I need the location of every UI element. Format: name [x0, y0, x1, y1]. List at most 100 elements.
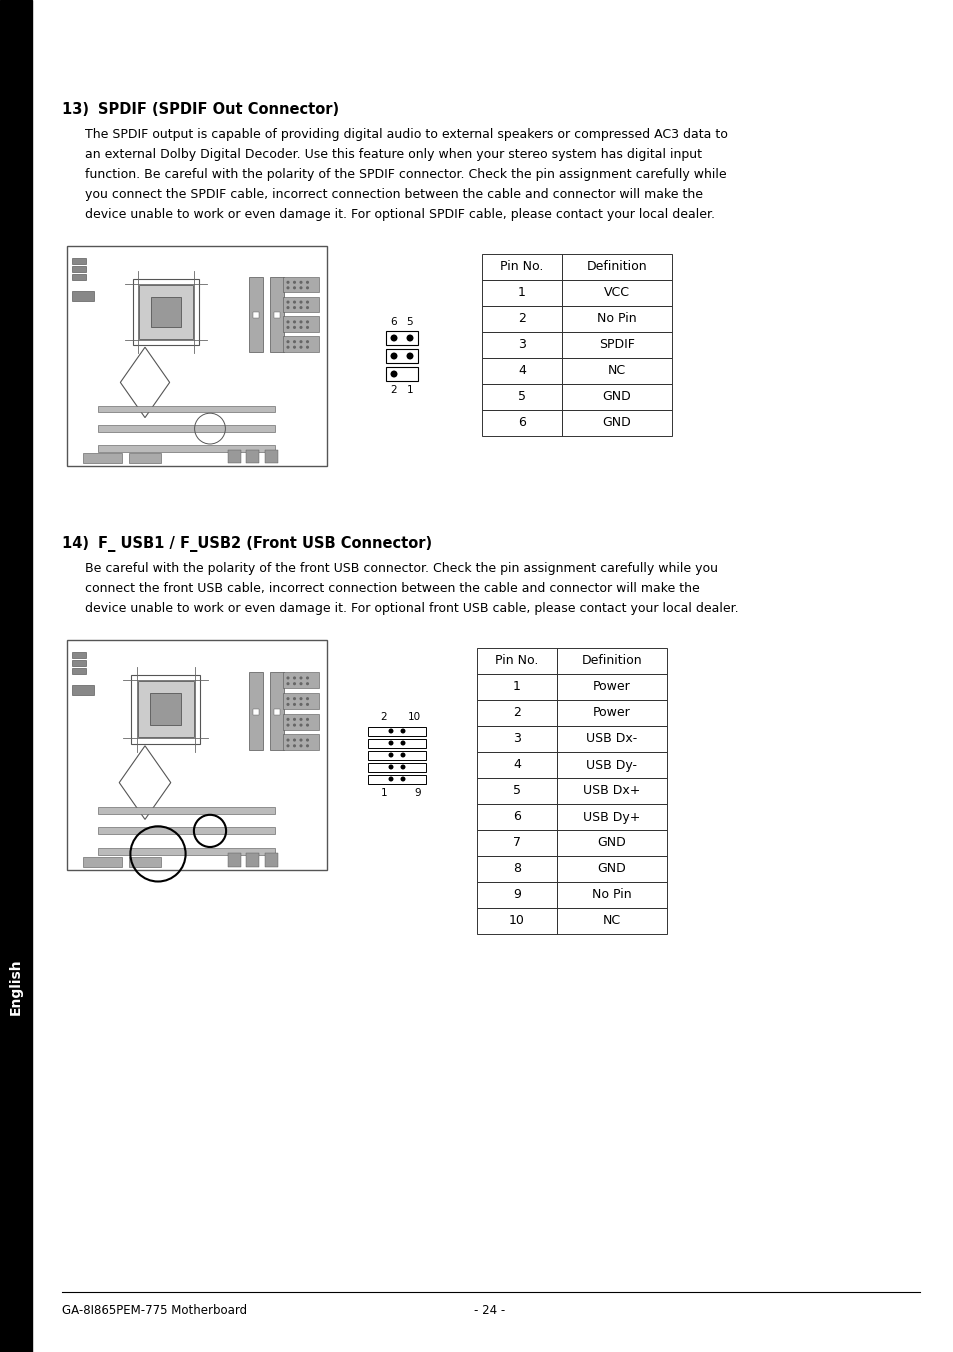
Bar [386, 366, 417, 381]
Text: 14): 14) [62, 535, 99, 552]
Bar [561, 280, 671, 306]
Bar [557, 909, 666, 934]
Text: SPDIF: SPDIF [598, 338, 635, 352]
Circle shape [388, 764, 393, 769]
Bar [476, 830, 557, 856]
Circle shape [306, 320, 309, 323]
Bar [71, 660, 86, 667]
Text: GND: GND [602, 391, 631, 403]
Circle shape [286, 320, 290, 323]
Text: Power: Power [593, 680, 630, 694]
Text: Be careful with the polarity of the front USB connector. Check the pin assignmen: Be careful with the polarity of the fron… [85, 562, 718, 575]
Circle shape [306, 683, 309, 685]
Text: 9: 9 [513, 888, 520, 902]
Bar [557, 830, 666, 856]
Text: 1: 1 [513, 680, 520, 694]
Circle shape [306, 326, 309, 329]
Text: 1: 1 [380, 787, 387, 798]
Circle shape [306, 738, 309, 742]
Bar [476, 804, 557, 830]
Bar [150, 694, 181, 725]
Text: GND: GND [602, 416, 631, 430]
Text: Pin No.: Pin No. [495, 654, 538, 668]
Bar [71, 685, 94, 695]
Bar [476, 675, 557, 700]
Bar [132, 675, 200, 744]
Circle shape [293, 287, 295, 289]
Text: SPDIF (SPDIF Out Connector): SPDIF (SPDIF Out Connector) [98, 101, 338, 118]
Text: you connect the SPDIF cable, incorrect connection between the cable and connecto: you connect the SPDIF cable, incorrect c… [85, 188, 702, 201]
Bar [481, 280, 561, 306]
Circle shape [286, 341, 290, 343]
Bar [98, 406, 274, 412]
Text: an external Dolby Digital Decoder. Use this feature only when your stereo system: an external Dolby Digital Decoder. Use t… [85, 147, 701, 161]
Bar [264, 450, 277, 462]
Bar [557, 648, 666, 675]
Circle shape [400, 776, 405, 781]
Bar [264, 853, 277, 867]
Bar [386, 331, 417, 345]
Bar [137, 680, 193, 737]
Text: USB Dy+: USB Dy+ [582, 810, 640, 823]
Bar [138, 285, 193, 339]
Text: Definition: Definition [586, 261, 647, 273]
Bar [282, 296, 319, 312]
Text: 6: 6 [517, 416, 525, 430]
Text: No Pin: No Pin [592, 888, 631, 902]
Bar [130, 857, 160, 867]
Text: USB Dy-: USB Dy- [586, 758, 637, 772]
Bar [282, 277, 319, 292]
Bar [228, 853, 241, 867]
Bar [561, 254, 671, 280]
Text: Power: Power [593, 707, 630, 719]
Bar [71, 258, 86, 264]
Bar [476, 726, 557, 752]
Circle shape [299, 300, 302, 304]
Circle shape [293, 723, 295, 726]
Bar [246, 450, 259, 462]
Circle shape [286, 723, 290, 726]
Bar [476, 700, 557, 726]
Circle shape [293, 683, 295, 685]
Bar [561, 333, 671, 358]
Circle shape [293, 703, 295, 706]
Bar [476, 777, 557, 804]
Circle shape [299, 306, 302, 310]
Text: 1: 1 [517, 287, 525, 300]
Text: GND: GND [597, 837, 626, 849]
Circle shape [406, 353, 413, 360]
Bar [368, 763, 426, 772]
Text: 2: 2 [391, 385, 396, 395]
Circle shape [299, 326, 302, 329]
Circle shape [400, 741, 405, 745]
Text: USB Dx-: USB Dx- [586, 733, 637, 745]
Circle shape [390, 353, 397, 360]
Bar [481, 358, 561, 384]
Circle shape [390, 334, 397, 342]
Circle shape [293, 744, 295, 748]
Text: 2: 2 [517, 312, 525, 326]
Circle shape [299, 341, 302, 343]
Bar [481, 306, 561, 333]
Bar [71, 652, 86, 658]
Circle shape [400, 764, 405, 769]
Text: 4: 4 [517, 365, 525, 377]
Bar [282, 337, 319, 352]
Circle shape [306, 676, 309, 680]
Bar [98, 426, 274, 431]
Bar [557, 675, 666, 700]
Circle shape [286, 676, 290, 680]
Bar [557, 726, 666, 752]
Circle shape [299, 287, 302, 289]
Bar [67, 639, 327, 869]
Bar [71, 274, 86, 280]
Bar [476, 882, 557, 909]
Text: NC: NC [602, 914, 620, 927]
Circle shape [406, 334, 413, 342]
Bar [253, 312, 258, 318]
Bar [71, 668, 86, 675]
Bar [98, 827, 274, 834]
Bar [282, 714, 319, 730]
Bar [282, 672, 319, 688]
Bar [98, 445, 274, 452]
